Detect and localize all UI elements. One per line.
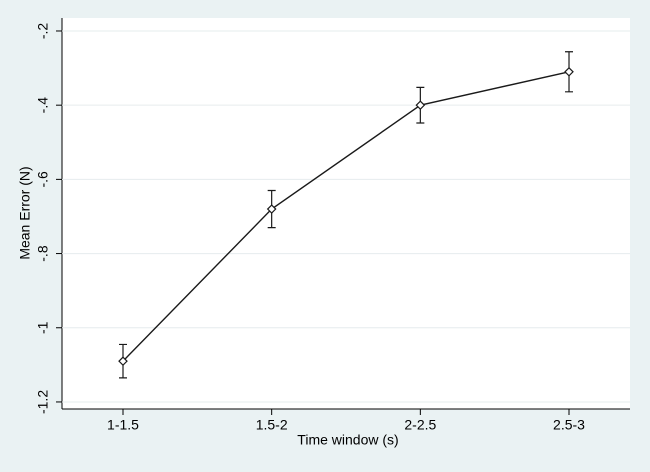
x-tick-label: 1.5-2 — [256, 417, 288, 433]
x-tick-label: 2.5-3 — [553, 417, 585, 433]
y-tick-label: -.2 — [35, 23, 51, 40]
y-tick-label: -.6 — [35, 171, 51, 188]
point — [266, 204, 277, 214]
x-tick-label: 2-2.5 — [404, 417, 436, 433]
point — [415, 100, 426, 111]
data-line — [122, 71, 570, 362]
y-tick-label: -1.2 — [35, 390, 51, 414]
x-tick-label: 1-1.5 — [107, 417, 139, 433]
y-tick-label: -.8 — [35, 245, 51, 262]
point — [564, 66, 574, 77]
y-tick-label: -1 — [35, 321, 51, 334]
plot-area — [62, 18, 630, 409]
x-axis-title: Time window (s) — [297, 432, 398, 448]
y-tick-label: -.4 — [35, 97, 51, 114]
y-axis-title: Mean Error (N) — [17, 166, 33, 259]
point — [118, 356, 128, 366]
